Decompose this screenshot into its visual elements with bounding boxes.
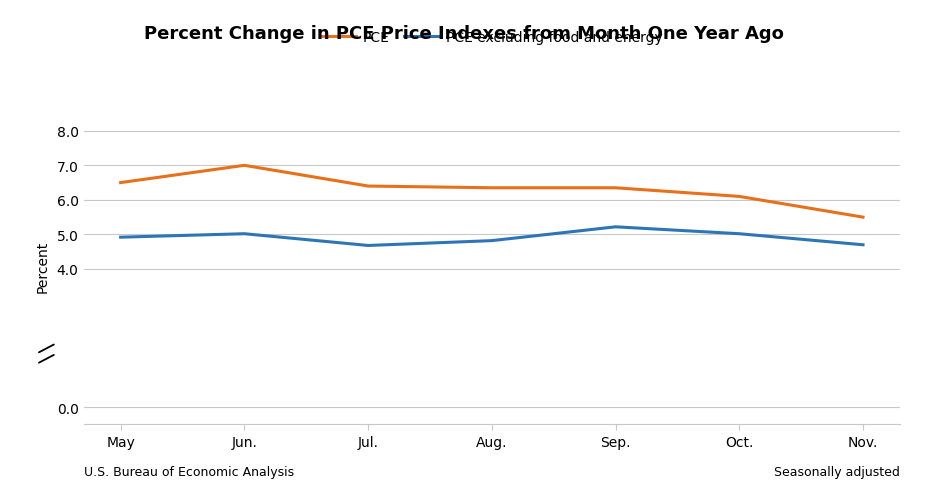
Legend: PCE, PCE excluding food and energy: PCE, PCE excluding food and energy — [315, 25, 667, 51]
Text: Percent Change in PCE Price Indexes from Month One Year Ago: Percent Change in PCE Price Indexes from… — [144, 25, 783, 43]
Text: Seasonally adjusted: Seasonally adjusted — [773, 465, 899, 478]
Y-axis label: Percent: Percent — [35, 240, 50, 292]
Text: U.S. Bureau of Economic Analysis: U.S. Bureau of Economic Analysis — [83, 465, 293, 478]
